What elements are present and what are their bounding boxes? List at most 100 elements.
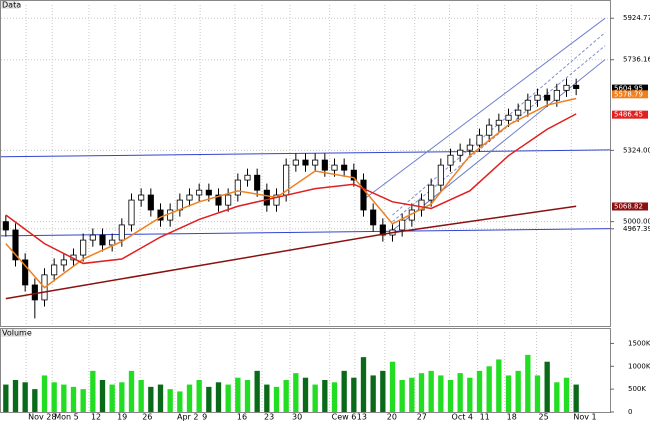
volume-bar	[186, 384, 193, 412]
candle-body	[225, 194, 232, 206]
volume-bar	[351, 377, 357, 412]
x-tick-label: 20	[387, 413, 397, 422]
price-marker-label: 5578.79	[614, 90, 643, 98]
trend-line	[392, 45, 606, 223]
y-tick-label: 5924.7784	[623, 14, 650, 22]
candle-body	[379, 224, 386, 236]
volume-title-box	[1, 329, 27, 337]
price-marker	[612, 84, 648, 93]
volume-bar	[293, 373, 299, 412]
candle-body	[109, 239, 116, 246]
moving-average	[5, 97, 577, 289]
volume-title: Volume	[2, 329, 32, 338]
candle-body	[118, 224, 125, 241]
volume-bar	[457, 373, 463, 412]
volume-bar	[215, 382, 222, 412]
candle-body	[563, 84, 570, 91]
candle-body	[273, 194, 280, 206]
y-tick-label: 5000.00	[623, 218, 650, 226]
volume-bar	[225, 384, 231, 412]
candle-body	[437, 164, 444, 186]
title-box	[1, 1, 19, 9]
x-tick-label: 12	[91, 413, 101, 422]
candle-body	[12, 229, 19, 261]
moving-average	[5, 205, 577, 300]
volume-bar	[322, 380, 328, 412]
volume-bar	[61, 384, 67, 412]
candle-body	[544, 94, 551, 101]
volume-bar	[264, 384, 270, 412]
x-tick-label: Nov 28	[28, 413, 56, 422]
candle-body	[244, 174, 251, 181]
x-tick-label: 19	[117, 413, 127, 422]
volume-bar	[80, 389, 86, 412]
candle-body	[254, 174, 261, 191]
volume-tick-label: 1000K	[628, 362, 650, 370]
volume-tick-label: 500K	[628, 385, 646, 393]
candle-body	[205, 189, 212, 196]
volume-bar	[22, 382, 28, 412]
volume-bar	[496, 359, 502, 412]
candle-body	[196, 189, 203, 196]
volume-bar	[99, 380, 106, 412]
volume-bar	[128, 370, 135, 412]
candle-body	[51, 264, 58, 276]
candle-body	[486, 124, 493, 136]
volume-bar	[41, 375, 48, 412]
candle-body	[495, 119, 502, 126]
candle-body	[186, 194, 193, 201]
volume-bar	[438, 375, 444, 412]
x-tick-label: 13	[357, 413, 367, 422]
volume-bar	[206, 386, 212, 412]
candle-body	[553, 89, 560, 101]
volume-pane	[0, 328, 611, 413]
volume-bar	[109, 384, 115, 412]
candle-body	[292, 159, 299, 166]
volume-bar	[505, 375, 512, 412]
x-tick-label: 9	[202, 413, 207, 422]
x-tick-label: 16	[237, 413, 247, 422]
moving-average	[5, 113, 577, 265]
volume-bar	[244, 380, 251, 412]
candle-body	[312, 159, 319, 166]
y-tick-label: 4967.3920	[623, 225, 650, 233]
candle-body	[466, 144, 473, 151]
candle-body	[428, 184, 435, 201]
volume-bar	[331, 382, 338, 412]
x-tick-label: Oct 4	[452, 413, 473, 422]
volume-bar	[525, 354, 531, 412]
volume-bar	[544, 361, 550, 412]
volume-bar	[418, 373, 425, 412]
volume-bar	[534, 375, 541, 412]
trend-line	[363, 17, 606, 201]
candle-body	[331, 164, 338, 171]
price-marker	[612, 90, 648, 99]
candle-body	[234, 179, 241, 196]
candle-body	[321, 159, 328, 171]
candle-body	[476, 134, 483, 146]
trend-line	[392, 59, 606, 231]
volume-bar	[370, 375, 376, 412]
x-tick-label: 18	[507, 413, 517, 422]
volume-bar	[312, 384, 318, 412]
volume-bar	[196, 380, 202, 412]
volume-bar	[119, 382, 125, 412]
candle-body	[80, 239, 87, 256]
x-tick-label: Apr 2	[177, 413, 198, 422]
candle-body	[399, 219, 406, 231]
x-tick-label: Nov 1	[573, 413, 596, 422]
volume-bar	[51, 382, 57, 412]
volume-bar	[167, 389, 173, 412]
volume-bar	[409, 377, 415, 412]
candle-body	[263, 189, 270, 206]
volume-bar	[563, 377, 570, 412]
volume-tick-label: 1500K	[628, 339, 650, 347]
candle-body	[524, 99, 531, 111]
candle-body	[22, 259, 29, 286]
x-tick-label: Mon 5	[54, 413, 79, 422]
candle-body	[534, 94, 541, 101]
candle-body	[457, 149, 464, 156]
volume-bar	[573, 384, 579, 412]
volume-bar	[3, 384, 9, 412]
